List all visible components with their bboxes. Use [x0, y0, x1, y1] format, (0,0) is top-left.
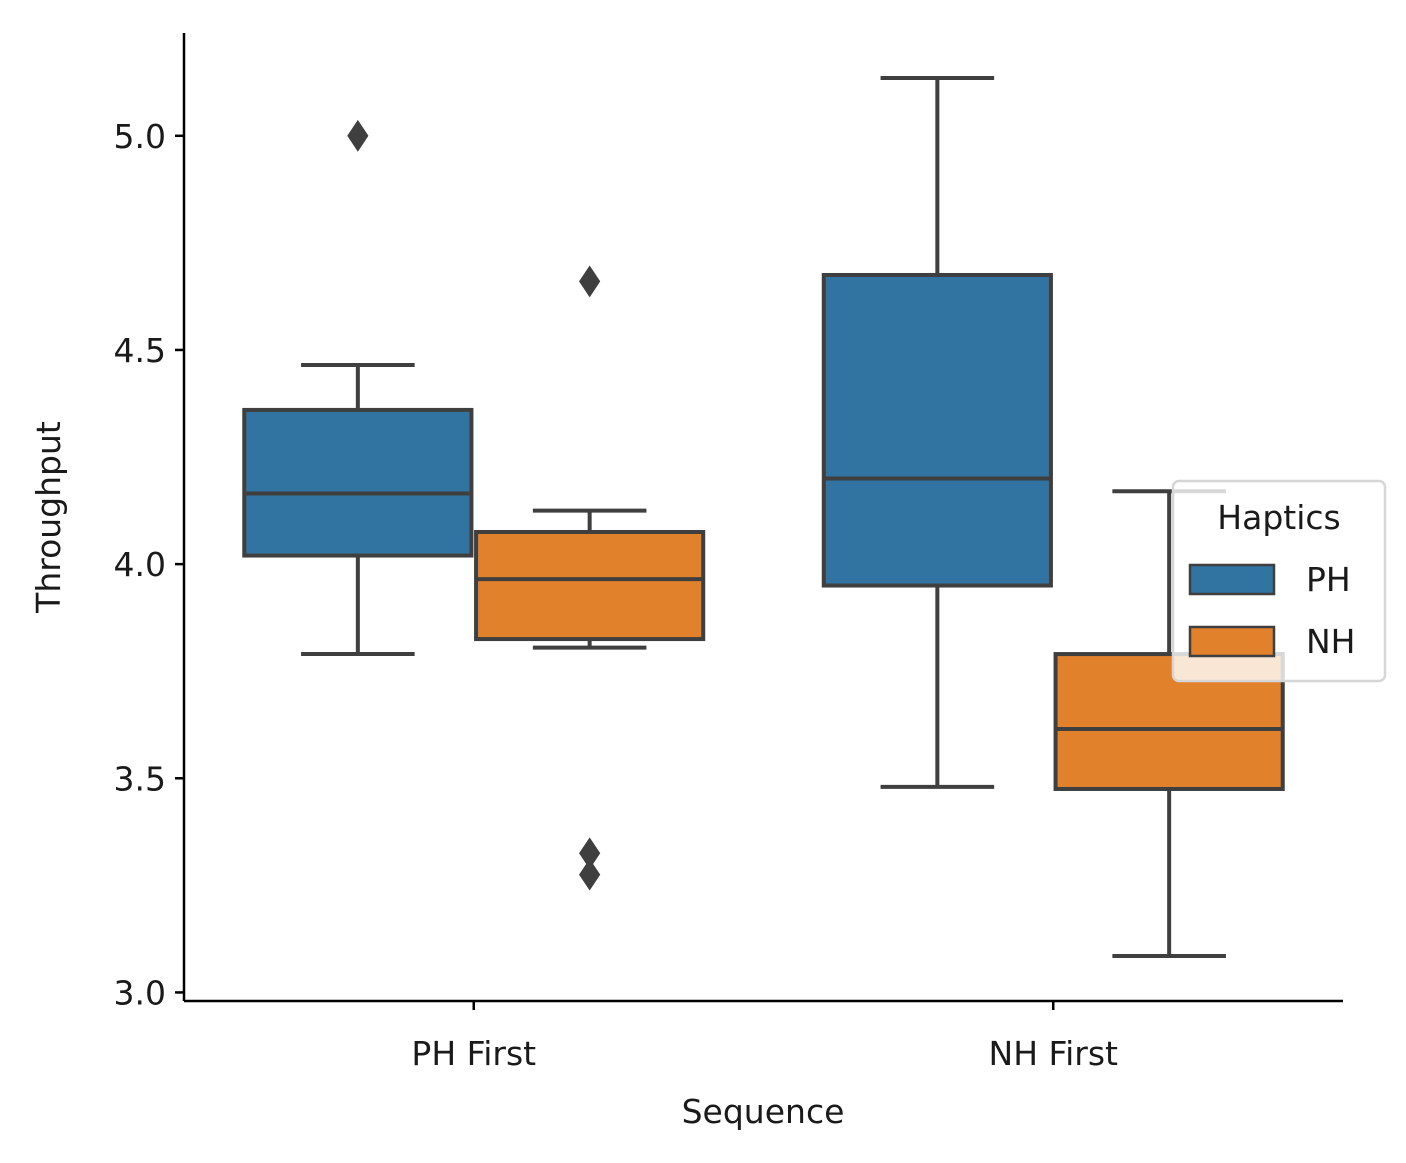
legend-swatch-ph [1188, 563, 1276, 596]
x-tick-label: NH First [989, 1034, 1118, 1073]
legend-label-nh: NH [1306, 622, 1356, 661]
axes: 3.0 3.5 4.0 4.5 5.0 PH First NH First [114, 33, 1343, 1073]
box-body [474, 529, 706, 642]
outlier-point [347, 119, 369, 152]
outlier-point [579, 858, 601, 891]
y-tick-label: 3.5 [114, 759, 166, 798]
y-tick-label: 3.0 [114, 973, 166, 1012]
x-tick-label: PH First [411, 1034, 536, 1073]
outlier-point [579, 265, 601, 298]
y-tick-label: 4.5 [114, 331, 166, 370]
legend-label-ph: PH [1306, 560, 1351, 599]
box-nh-ph-first [474, 265, 706, 891]
box-body [821, 273, 1053, 588]
legend-entries: PH NH [1188, 560, 1356, 661]
plot-boxes [242, 75, 1285, 959]
x-ticks: PH First NH First [411, 1001, 1118, 1073]
x-axis-label: Sequence [682, 1092, 845, 1131]
y-tick-label: 5.0 [114, 117, 166, 156]
box-body [242, 407, 474, 558]
box-ph-nh-first [821, 75, 1053, 789]
box-ph-ph-first [242, 119, 474, 657]
y-ticks: 3.0 3.5 4.0 4.5 5.0 [114, 117, 184, 1012]
legend: Haptics PH NH [1171, 479, 1387, 683]
legend-title: Haptics [1217, 498, 1340, 537]
y-tick-label: 4.0 [114, 545, 166, 584]
y-axis-label: Throughput [29, 421, 68, 614]
legend-swatch-nh [1188, 625, 1276, 658]
